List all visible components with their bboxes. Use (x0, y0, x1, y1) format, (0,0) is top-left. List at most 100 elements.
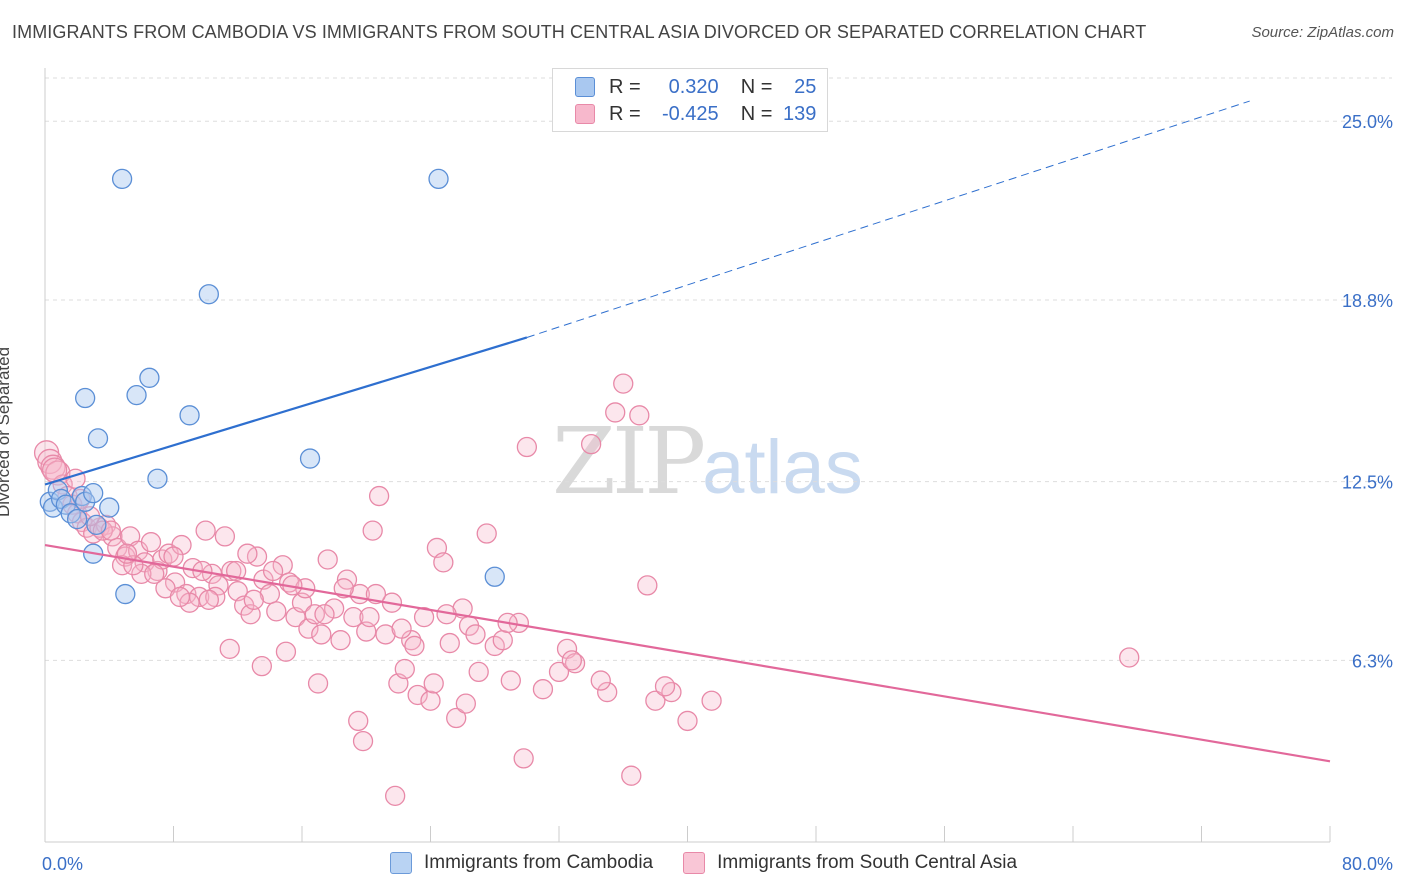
data-point-south-central-asia (590, 670, 611, 691)
legend-r-label: R = (609, 75, 641, 98)
data-point-south-central-asia (548, 661, 570, 683)
data-point-cambodia (428, 168, 449, 190)
data-point-south-central-asia (1119, 647, 1140, 668)
legend-row-cambodia: R = 0.320 N = 25 (575, 73, 816, 101)
data-point-south-central-asia (564, 653, 586, 674)
data-point-south-central-asia (605, 402, 626, 423)
data-point-south-central-asia (532, 679, 554, 700)
data-point-cambodia (115, 583, 136, 605)
data-point-south-central-asia (516, 436, 538, 458)
data-point-south-central-asia (359, 606, 380, 628)
source-label: Source: ZipAtlas.com (1251, 24, 1394, 41)
data-point-south-central-asia (237, 543, 258, 564)
data-point-south-central-asia (323, 598, 345, 619)
data-point-south-central-asia (455, 693, 476, 714)
watermark-atlas: atlas (702, 425, 863, 510)
data-point-south-central-asia (330, 630, 351, 651)
data-point-south-central-asia (621, 765, 642, 786)
data-point-south-central-asia (677, 710, 698, 732)
data-point-south-central-asia (580, 433, 602, 455)
legend-n-value: 25 (794, 75, 817, 98)
data-point-south-central-asia (219, 638, 240, 659)
data-point-south-central-asia (92, 520, 113, 541)
data-point-south-central-asia (179, 592, 200, 613)
data-point-south-central-asia (423, 673, 444, 694)
data-point-south-central-asia (214, 526, 236, 547)
legend-r-value: 0.320 (668, 75, 719, 98)
data-point-south-central-asia (654, 676, 676, 697)
data-point-cambodia (60, 503, 81, 524)
data-point-south-central-asia (701, 690, 722, 711)
data-point-south-central-asia (111, 555, 133, 576)
data-point-cambodia (99, 497, 120, 518)
legend-row-sca: R = -0.425 N = 139 (575, 100, 816, 128)
data-point-south-central-asia (314, 604, 335, 625)
legend-swatch-sca (575, 104, 595, 124)
y-tick-label: 18.8% (1342, 291, 1393, 311)
watermark-zip: ZIP (552, 408, 706, 515)
data-point-south-central-asia (375, 624, 396, 645)
data-point-south-central-asia (311, 624, 332, 645)
data-point-south-central-asia (413, 606, 435, 628)
chart-title: IMMIGRANTS FROM CAMBODIA VS IMMIGRANTS F… (12, 22, 1147, 42)
data-point-south-central-asia (476, 523, 497, 544)
data-point-cambodia (86, 514, 107, 536)
data-point-south-central-asia (492, 630, 513, 651)
data-point-south-central-asia (394, 658, 415, 680)
data-point-south-central-asia (362, 520, 383, 541)
y-tick-label: 25.0% (1342, 112, 1393, 132)
data-point-south-central-asia (391, 618, 412, 639)
legend-item-sca: Immigrants from South Central Asia (683, 852, 1017, 874)
data-point-south-central-asia (140, 532, 162, 553)
data-point-south-central-asia (163, 546, 184, 567)
x-tick-label: 80.0% (1342, 854, 1393, 874)
data-point-south-central-asia (661, 681, 682, 703)
data-point-south-central-asia (195, 520, 216, 541)
data-point-cambodia (83, 483, 104, 504)
data-point-south-central-asia (144, 563, 165, 585)
data-point-south-central-asia (637, 575, 658, 596)
legend-n-label: N = (740, 102, 773, 125)
data-point-south-central-asia (407, 684, 428, 706)
legend-n-value: 139 (783, 102, 817, 125)
data-point-south-central-asia (333, 578, 354, 599)
legend-label-sca: Immigrants from South Central Asia (717, 852, 1018, 873)
data-point-south-central-asia (645, 690, 666, 711)
data-point-cambodia (139, 367, 160, 388)
data-point-cambodia (75, 387, 96, 409)
legend-swatch-sca (683, 852, 706, 874)
trendline-cambodia-extension (526, 100, 1250, 338)
data-point-south-central-asia (348, 710, 369, 732)
data-point-south-central-asia (433, 552, 454, 573)
legend-n-label: N = (740, 75, 773, 98)
data-point-south-central-asia (597, 681, 618, 703)
data-point-south-central-asia (385, 785, 406, 807)
legend-swatch-cambodia (390, 852, 412, 874)
data-point-south-central-asia (262, 560, 284, 582)
legend-r-value: -0.425 (661, 102, 719, 125)
data-point-south-central-asia (317, 549, 338, 570)
trendline-cambodia (44, 336, 528, 486)
data-point-south-central-asia (465, 624, 486, 645)
data-point-south-central-asia (613, 373, 634, 394)
data-point-south-central-asia (561, 650, 582, 671)
data-point-south-central-asia (169, 586, 191, 608)
watermark: ZIPatlas (552, 408, 863, 515)
data-point-south-central-asia (446, 707, 467, 729)
data-point-south-central-asia (365, 583, 387, 605)
data-point-cambodia (198, 284, 219, 305)
data-point-south-central-asia (368, 485, 390, 507)
data-point-south-central-asia (266, 601, 287, 622)
data-point-cambodia (87, 428, 109, 449)
legend-r-label: R = (609, 102, 641, 125)
data-point-cambodia (75, 491, 96, 512)
data-point-cambodia (126, 384, 147, 406)
data-point-south-central-asia (208, 575, 229, 596)
data-point-south-central-asia (243, 589, 264, 610)
data-point-south-central-asia (251, 655, 272, 677)
data-point-cambodia (111, 168, 133, 190)
data-point-south-central-asia (513, 748, 534, 769)
data-point-south-central-asia (307, 673, 329, 694)
trendline-south-central-asia (44, 543, 1331, 763)
